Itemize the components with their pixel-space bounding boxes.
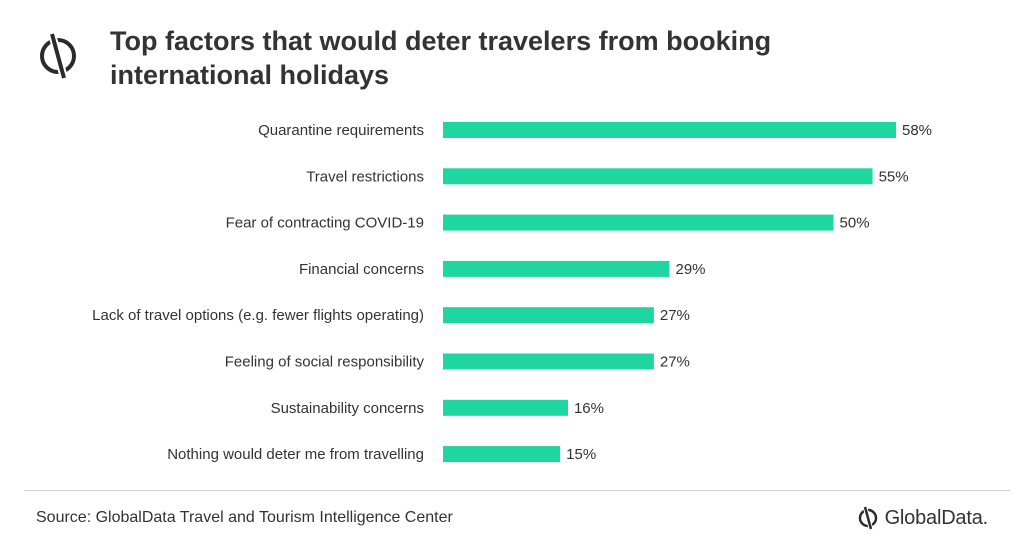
bar xyxy=(443,399,568,416)
category-label: Financial concerns xyxy=(299,261,424,278)
value-label: 55% xyxy=(879,168,909,185)
value-label: 29% xyxy=(676,261,706,278)
bar xyxy=(443,168,873,185)
brand-logo: GlobalData. xyxy=(857,505,988,531)
category-label: Fear of contracting COVID-19 xyxy=(226,215,424,232)
category-label: Quarantine requirements xyxy=(258,122,424,139)
category-label: Travel restrictions xyxy=(306,168,424,185)
bar xyxy=(443,122,896,138)
value-label: 50% xyxy=(840,215,870,232)
category-label: Nothing would deter me from travelling xyxy=(167,446,424,463)
bar xyxy=(443,446,561,463)
value-label: 27% xyxy=(660,307,690,324)
bar xyxy=(443,307,654,324)
value-label: 27% xyxy=(660,354,690,371)
bar xyxy=(443,260,670,277)
category-label: Lack of travel options (e.g. fewer fligh… xyxy=(92,307,424,324)
value-label: 58% xyxy=(902,122,932,139)
category-label: Sustainability concerns xyxy=(271,400,424,417)
footer-divider xyxy=(24,490,1010,491)
value-label: 16% xyxy=(574,400,604,417)
value-label: 15% xyxy=(566,446,596,463)
bar xyxy=(443,214,834,231)
category-label: Feeling of social responsibility xyxy=(225,354,425,371)
source-note: Source: GlobalData Travel and Tourism In… xyxy=(36,509,453,526)
globaldata-logo-icon xyxy=(40,32,76,80)
globaldata-brand-icon xyxy=(858,506,877,530)
bar xyxy=(443,353,654,370)
chart-title: Top factors that would deter travelers f… xyxy=(110,26,772,90)
bar-chart: Quarantine requirements 58% Travel restric… xyxy=(92,122,932,463)
brand-name: GlobalData. xyxy=(884,506,989,529)
